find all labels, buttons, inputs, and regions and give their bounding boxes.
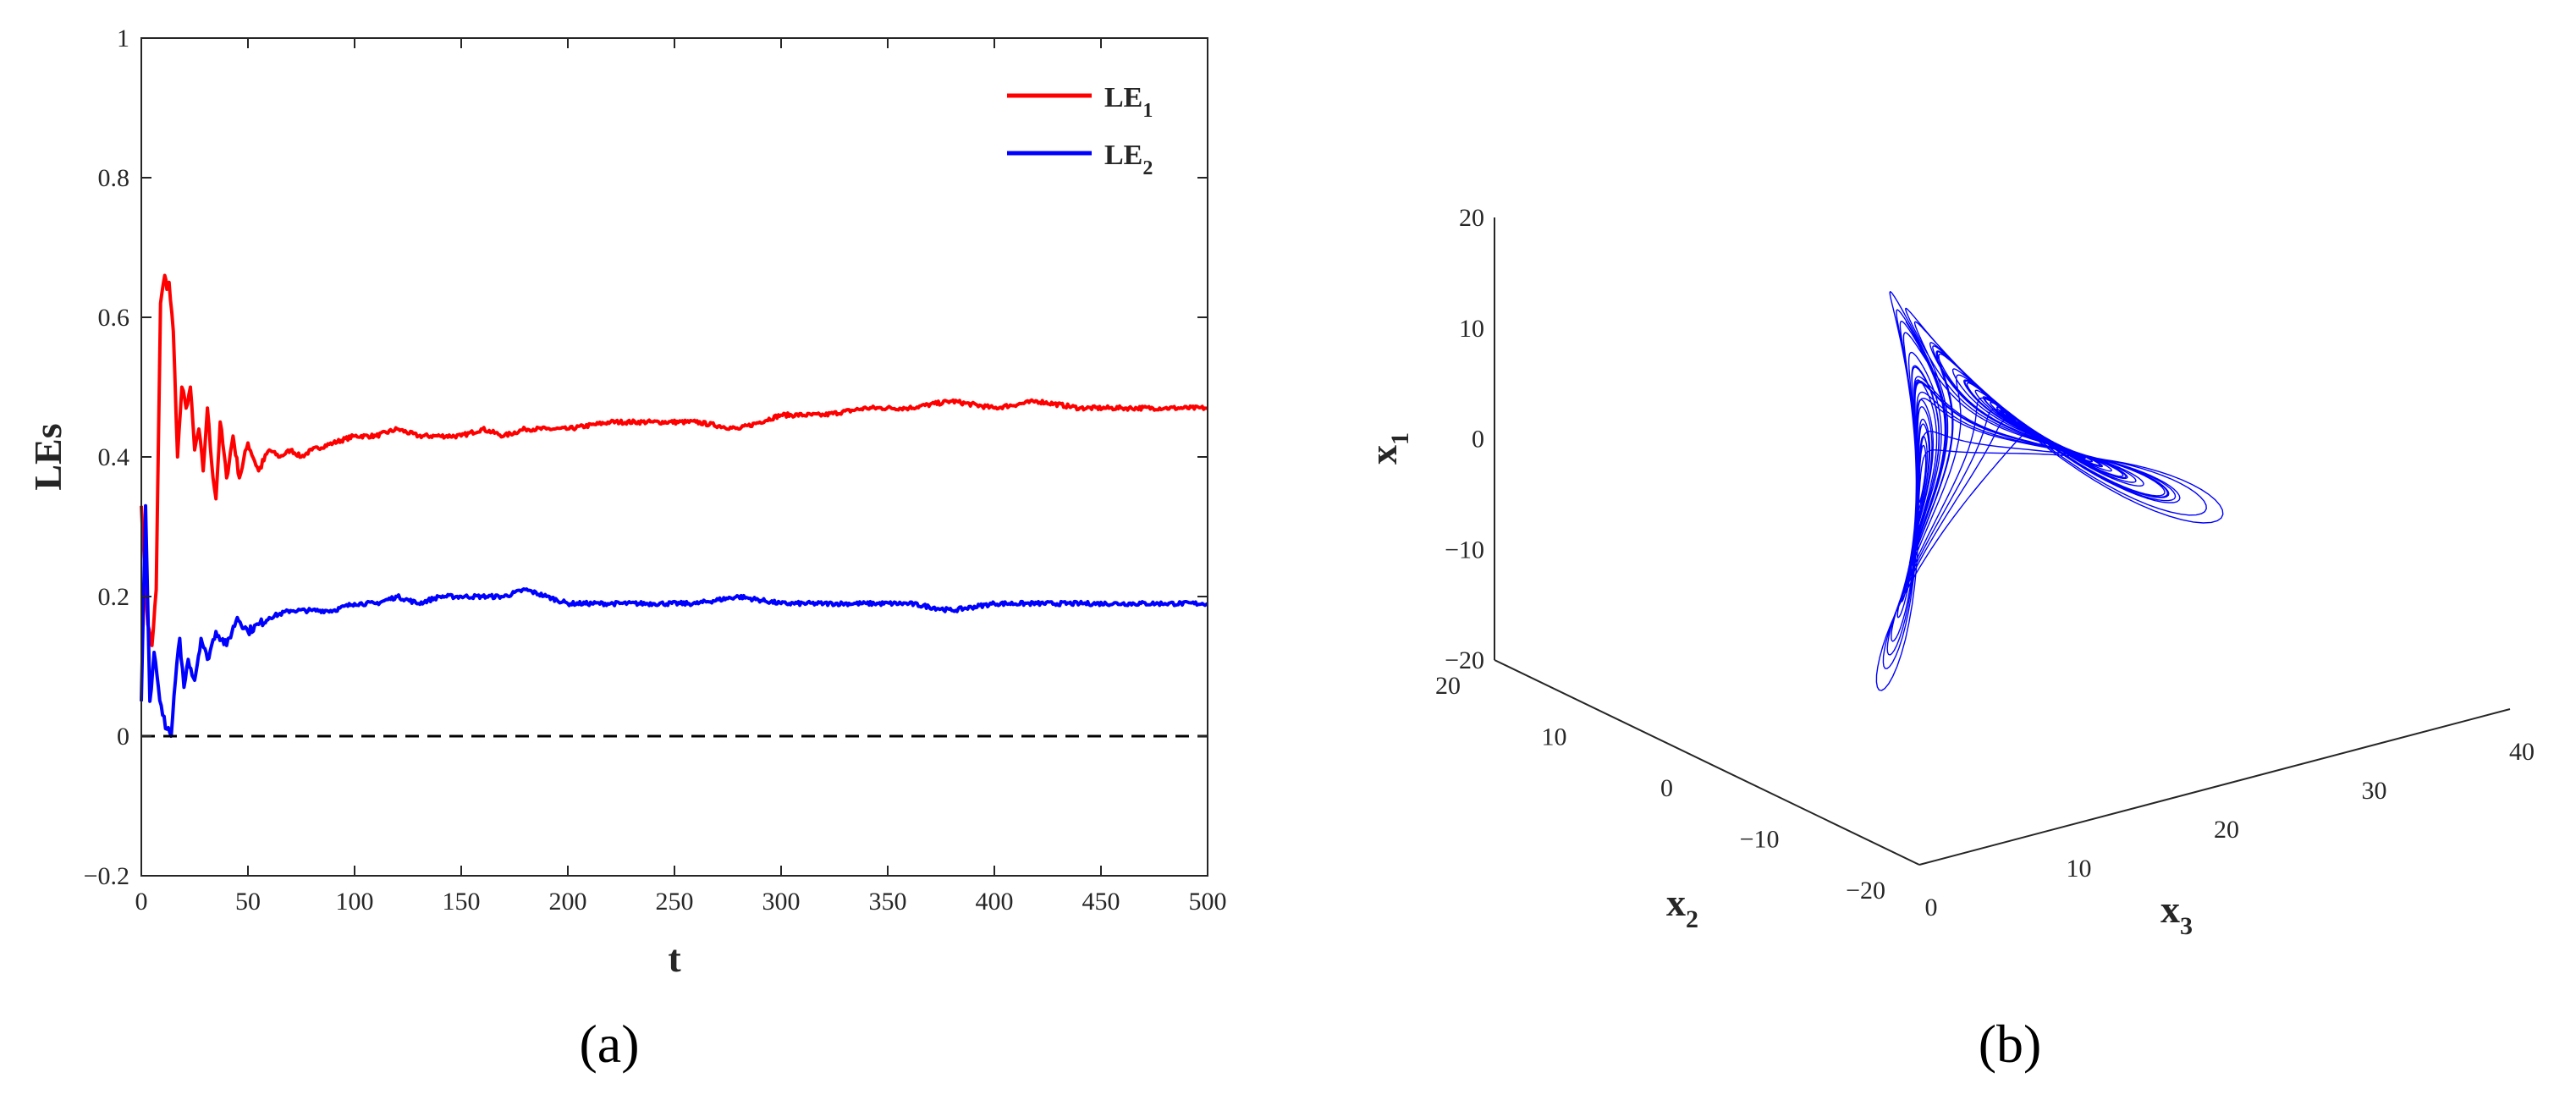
x2-tick-label: 0	[1660, 774, 1673, 802]
legend-label-le2: LE2	[1104, 140, 1153, 179]
x-tick-label: 250	[656, 888, 694, 916]
chart-b: −20 −10 0 10 20 20 10 0 −10 −20 0 10 20 30 40 x1 x2 x3…	[1362, 204, 2535, 1074]
x3-axis-label: x3	[2160, 888, 2193, 940]
x2-tick-label: 20	[1435, 672, 1461, 700]
x-tick-label: 350	[869, 888, 907, 916]
x3-tick-label: 20	[2214, 816, 2239, 844]
x3-tick-label: 0	[1925, 894, 1938, 921]
x1-axis-label: x1	[1362, 432, 1414, 465]
chart-a-y-axis-label: LEs	[26, 423, 69, 490]
x1-tick-label: −20	[1445, 646, 1484, 674]
chart-a-x-ticks: 0 50 100 150 200 250 300 350 400 450 500	[135, 38, 1227, 916]
chart-a-legend: LE1 LE2	[1007, 82, 1153, 179]
attractor-curve	[1875, 291, 2224, 691]
y-tick-label: −0.2	[84, 862, 129, 890]
panel-label-a: (a)	[579, 1014, 639, 1074]
x3-tick-label: 10	[2067, 855, 2092, 883]
y-tick-label: 1	[117, 25, 129, 52]
x1-tick-label: 0	[1472, 426, 1484, 454]
chart-a-y-ticks: −0.2 0 0.2 0.4 0.6 0.8 1	[84, 25, 1208, 890]
x-tick-label: 400	[976, 888, 1014, 916]
x-tick-label: 300	[762, 888, 801, 916]
x1-tick-label: −10	[1445, 536, 1484, 564]
x-tick-label: 100	[336, 888, 374, 916]
x-tick-label: 0	[135, 888, 148, 916]
panel-label-b: (b)	[1979, 1014, 2042, 1074]
x1-tick-label: 10	[1459, 315, 1484, 343]
chart-b-ticks: −20 −10 0 10 20 20 10 0 −10 −20 0 10 20 30 40	[1435, 204, 2535, 921]
chart-a-series-layer	[140, 273, 1209, 738]
series-line-le1	[140, 273, 1208, 647]
y-tick-label: 0	[117, 723, 129, 751]
x1-tick-label: 20	[1459, 204, 1484, 232]
x2-tick-label: 10	[1542, 723, 1567, 751]
y-tick-label: 0.8	[98, 164, 130, 192]
x3-axis-line	[1918, 708, 2511, 866]
x2-tick-label: −10	[1740, 826, 1780, 854]
x3-tick-label: 30	[2362, 777, 2387, 805]
x2-axis-label: x2	[1666, 881, 1698, 933]
attractor-trajectory	[1875, 291, 2224, 691]
series-line-le2	[140, 503, 1209, 738]
y-tick-label: 0.6	[98, 304, 130, 332]
x-tick-label: 450	[1082, 888, 1120, 916]
chart-a: 0 50 100 150 200 250 300 350 400 450 500 −0.200.20…	[26, 25, 1227, 1074]
legend-label-le1: LE1	[1104, 82, 1153, 122]
x-tick-label: 150	[443, 888, 481, 916]
chart-a-x-axis-label: t	[668, 937, 681, 980]
x-tick-label: 50	[235, 888, 261, 916]
y-tick-label: 0.2	[98, 583, 130, 611]
y-tick-label: 0.4	[98, 443, 130, 471]
x3-tick-label: 40	[2509, 738, 2535, 766]
x-tick-label: 500	[1189, 888, 1227, 916]
x2-axis-line	[1494, 659, 1920, 866]
x2-tick-label: −20	[1846, 877, 1885, 905]
x-tick-label: 200	[549, 888, 587, 916]
